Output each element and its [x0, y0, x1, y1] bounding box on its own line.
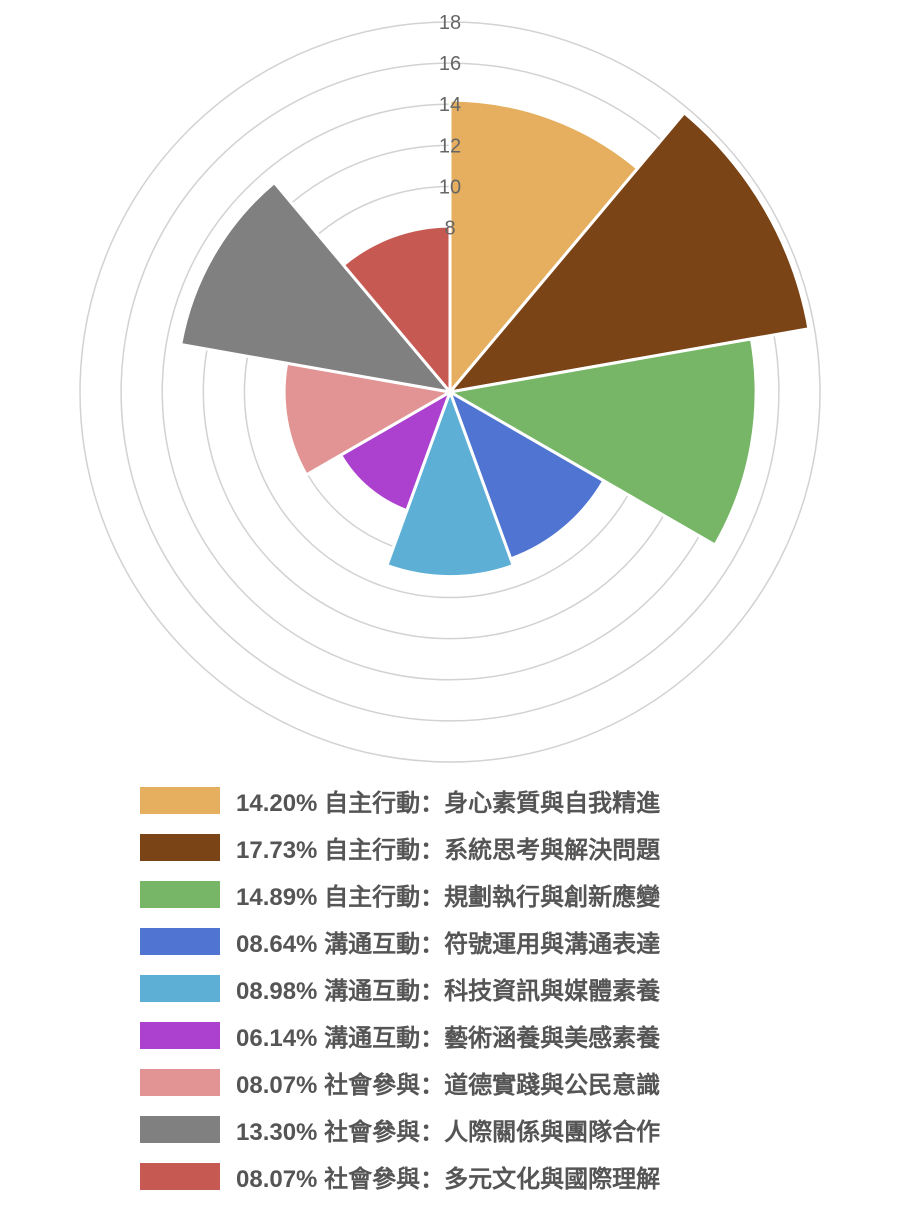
grid-ring — [120, 62, 780, 722]
legend-swatch — [140, 975, 220, 1002]
legend-label: 08.07% 社會參與：多元文化與國際理解 — [236, 1166, 661, 1193]
legend-swatch — [140, 928, 220, 955]
legend-label: 14.20% 自主行動：身心素質與自我精進 — [236, 790, 661, 817]
chart-slices — [179, 98, 811, 579]
polar-area-chart: 18 16 14 12 10 8 — [79, 12, 821, 763]
legend-swatch — [140, 1069, 220, 1096]
legend-label: 08.07% 社會參與：道德實踐與公民意識 — [236, 1072, 661, 1099]
chart-slice-5[interactable] — [384, 387, 516, 579]
chart-slice-6[interactable] — [338, 388, 453, 513]
tick-label: 16 — [439, 53, 461, 75]
tick-label: 18 — [439, 12, 461, 34]
tick-label: 12 — [439, 135, 461, 157]
legend-label: 17.73% 自主行動：系統思考與解決問題 — [236, 837, 661, 864]
legend-label: 08.64% 溝通互動：符號運用與溝通表達 — [236, 931, 661, 958]
legend-swatch — [140, 1163, 220, 1190]
chart-slice-4[interactable] — [447, 388, 606, 561]
legend-item[interactable]: 08.07% 社會參與：多元文化與國際理解 — [140, 1153, 840, 1200]
legend-item[interactable]: 08.07% 社會參與：道德實踐與公民意識 — [140, 1059, 840, 1106]
tick-label: 8 — [444, 218, 455, 240]
chart-slice-1[interactable] — [448, 98, 640, 397]
radial-ticks: 18 16 14 12 10 8 — [439, 12, 461, 240]
legend-item[interactable]: 08.98% 溝通互動：科技資訊與媒體素養 — [140, 965, 840, 1012]
legend-item[interactable]: 13.30% 社會參與：人際關係與團隊合作 — [140, 1106, 840, 1153]
legend-item[interactable]: 06.14% 溝通互動：藝術涵養與美感素養 — [140, 1012, 840, 1059]
legend-swatch — [140, 1022, 220, 1049]
chart-legend: 14.20% 自主行動：身心素質與自我精進 17.73% 自主行動：系統思考與解決… — [140, 777, 840, 1200]
chart-slice-9[interactable] — [341, 224, 452, 397]
legend-swatch — [140, 1116, 220, 1143]
legend-label: 13.30% 社會參與：人際關係與團隊合作 — [236, 1119, 661, 1146]
legend-label: 14.89% 自主行動：規劃執行與創新應變 — [236, 884, 661, 911]
legend-item[interactable]: 14.20% 自主行動：身心素質與自我精進 — [140, 777, 840, 824]
legend-swatch — [140, 787, 220, 814]
chart-slice-2[interactable] — [446, 110, 811, 395]
chart-slice-3[interactable] — [445, 337, 758, 548]
legend-item[interactable]: 08.64% 溝通互動：符號運用與溝通表達 — [140, 918, 840, 965]
tick-label: 10 — [439, 176, 461, 198]
chart-slice-7[interactable] — [282, 361, 455, 477]
grid-ring — [79, 21, 821, 763]
legend-item[interactable]: 14.89% 自主行動：規劃執行與創新應變 — [140, 871, 840, 918]
legend-label: 06.14% 溝通互動：藝術涵養與美感素養 — [236, 1025, 661, 1052]
legend-swatch — [140, 881, 220, 908]
legend-item[interactable]: 17.73% 自主行動：系統思考與解決問題 — [140, 824, 840, 871]
chart-slice-8[interactable] — [179, 180, 454, 395]
tick-label: 14 — [439, 94, 461, 116]
legend-label: 08.98% 溝通互動：科技資訊與媒體素養 — [236, 978, 661, 1005]
legend-swatch — [140, 834, 220, 861]
